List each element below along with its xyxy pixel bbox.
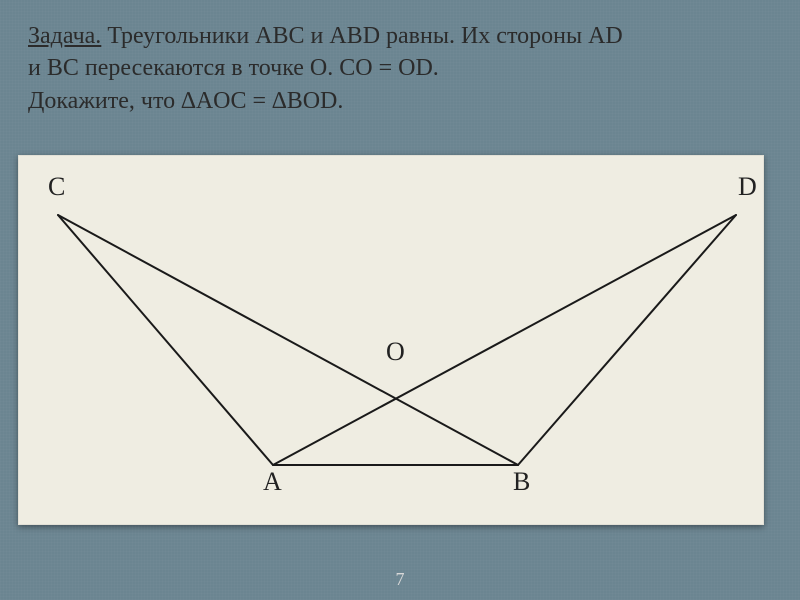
page-number: 7 bbox=[0, 569, 800, 590]
vertex-label-O: O bbox=[386, 337, 405, 366]
problem-line2: и BC пересекаются в точке O. CO = OD. bbox=[28, 55, 439, 81]
problem-label: Задача. bbox=[28, 23, 101, 49]
vertex-label-A: A bbox=[263, 467, 282, 496]
geometry-figure: C D A B O bbox=[18, 155, 764, 525]
geometry-svg: C D A B O bbox=[18, 155, 764, 525]
vertex-label-C: C bbox=[48, 172, 65, 201]
vertex-label-B: B bbox=[513, 467, 530, 496]
figure-edge bbox=[518, 215, 736, 465]
problem-line1-rest: Треугольники ABC и ABD равны. Их стороны… bbox=[101, 23, 622, 49]
problem-line3: Докажите, что ∆AOC = ∆BOD. bbox=[28, 88, 343, 114]
problem-text: Задача. Треугольники ABC и ABD равны. Их… bbox=[28, 20, 772, 117]
figure-edge bbox=[273, 215, 736, 465]
figure-edge bbox=[58, 215, 518, 465]
figure-edge bbox=[58, 215, 273, 465]
vertex-label-D: D bbox=[738, 172, 757, 201]
